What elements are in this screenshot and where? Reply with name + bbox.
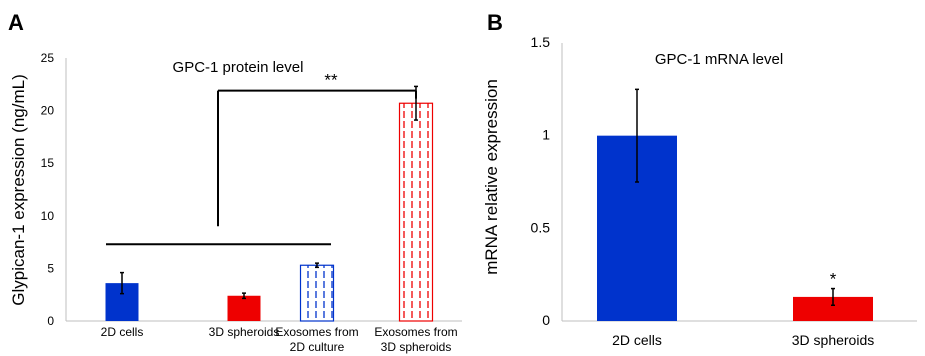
panel-a-y-tick-label: 15	[41, 156, 55, 170]
panel-b-error-bar	[831, 287, 835, 306]
panel-a-bar	[227, 295, 261, 321]
panel-a-y-tick-label: 20	[41, 104, 55, 118]
panel-b-y-tick-label: 0.5	[531, 219, 551, 235]
panel-b-title: GPC-1 mRNA level	[655, 51, 783, 68]
significance-label: **	[324, 71, 338, 90]
panel-a-y-tick-label: 10	[41, 209, 55, 223]
panel-a-y-axis-label: Glypican-1 expression (ng/mL)	[9, 74, 28, 305]
significance-label: *	[830, 270, 837, 289]
panel-a-bar	[299, 264, 335, 322]
panel-a-x-tick-label: 2D cells	[101, 325, 144, 339]
panel-a-y-tick-label: 0	[47, 314, 54, 328]
panel-a-x-tick-label: Exosomes from 2D culture	[275, 325, 358, 354]
panel-b-error-bar	[635, 88, 639, 183]
panel-b-y-tick-label: 1.5	[531, 34, 551, 50]
panel-a-y-tick-label: 25	[41, 51, 55, 65]
panel-b-x-tick-label: 2D cells	[612, 332, 662, 348]
panel-a-x-tick-label: 3D spheroids	[209, 325, 280, 339]
panel-a-error-bar	[242, 292, 246, 300]
panel-b-y-tick-label: 0	[542, 312, 550, 328]
panel-a-title: GPC-1 protein level	[173, 59, 304, 76]
panel-a-error-bar	[120, 271, 124, 295]
panel-a-label: A	[8, 10, 24, 35]
panel-b-label: B	[487, 10, 503, 35]
panel-a-y-tick-label: 5	[47, 261, 54, 275]
panel-b-y-tick-label: 1	[542, 127, 550, 143]
panel-b-x-tick-label: 3D spheroids	[792, 332, 875, 348]
panel-a-bar	[398, 102, 434, 322]
panel-a-x-tick-label: Exosomes from 3D spheroids	[374, 325, 457, 354]
panel-a-error-bar	[315, 262, 319, 269]
panel-a-chart: A GPC-1 protein level Glypican-1 express…	[8, 10, 462, 354]
panel-b-y-axis-label: mRNA relative expression	[482, 79, 501, 275]
panel-b-chart: B GPC-1 mRNA level mRNA relative express…	[482, 10, 917, 348]
